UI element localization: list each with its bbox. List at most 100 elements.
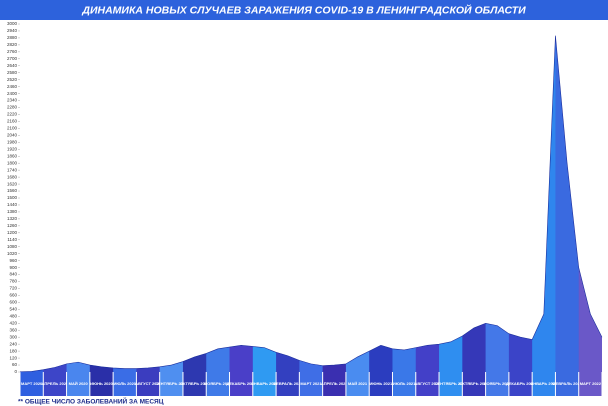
y-tick-label: 1320 bbox=[7, 216, 18, 221]
month-block bbox=[532, 372, 555, 396]
month-block bbox=[206, 372, 230, 396]
y-tick-label: 1980 bbox=[7, 140, 18, 145]
month-block bbox=[276, 372, 299, 396]
y-tick-label: 1740 bbox=[7, 167, 18, 172]
month-label: АВГУСТ 2020 bbox=[135, 381, 162, 386]
y-tick-label: 720 bbox=[9, 286, 17, 291]
y-tick-label: 60 bbox=[12, 362, 18, 367]
month-block bbox=[555, 372, 579, 396]
month-area bbox=[113, 35, 137, 372]
y-tick-label: 360 bbox=[9, 327, 17, 332]
month-block bbox=[299, 372, 323, 396]
y-tick-label: 660 bbox=[9, 293, 17, 298]
month-label: НОЯБРЬ 2021 bbox=[484, 381, 512, 386]
month-block bbox=[486, 372, 509, 396]
y-tick-label: 2400 bbox=[7, 91, 18, 96]
month-area bbox=[20, 35, 44, 372]
y-tick-label: 1440 bbox=[7, 202, 18, 207]
y-tick-label: 1380 bbox=[7, 209, 18, 214]
area-line bbox=[19, 35, 603, 373]
month-area bbox=[485, 35, 510, 372]
chart-title: ДИНАМИКА НОВЫХ СЛУЧАЕВ ЗАРАЖЕНИЯ COVID-1… bbox=[81, 3, 526, 16]
y-tick-label: 3000 bbox=[7, 21, 18, 26]
y-tick-label: 1500 bbox=[7, 195, 18, 200]
month-label: СЕНТЯБРЬ 2020 bbox=[155, 381, 188, 386]
y-tick-label: 1260 bbox=[7, 223, 18, 228]
month-label: МАРТ 2022 bbox=[580, 381, 602, 386]
y-tick-label: 540 bbox=[9, 307, 17, 312]
y-tick-label: 2520 bbox=[7, 77, 18, 82]
month-label: ИЮНЬ 2020 bbox=[90, 381, 114, 386]
month-label: ИЮЛЬ 2020 bbox=[113, 381, 136, 386]
month-label: МАРТ 2020 bbox=[21, 381, 43, 386]
month-area bbox=[89, 35, 114, 372]
y-tick-label: 2040 bbox=[7, 133, 18, 138]
y-tick-label: 1140 bbox=[7, 237, 17, 242]
y-tick-label: 1860 bbox=[7, 153, 18, 158]
month-area bbox=[439, 35, 463, 372]
month-block bbox=[230, 372, 253, 396]
y-tick-label: 960 bbox=[9, 258, 17, 263]
month-area bbox=[299, 35, 324, 372]
month-label: ДЕКАБРЬ 2020 bbox=[227, 381, 257, 386]
y-tick-label: 2880 bbox=[7, 35, 18, 40]
month-block bbox=[20, 372, 43, 396]
y-tick-label: 2340 bbox=[7, 98, 18, 103]
month-block bbox=[369, 372, 392, 396]
y-tick-label: 2700 bbox=[7, 56, 18, 61]
month-area bbox=[182, 35, 207, 372]
y-tick-label: 1080 bbox=[7, 244, 18, 249]
y-tick-label: 2280 bbox=[7, 105, 18, 110]
month-block bbox=[113, 372, 136, 396]
month-area bbox=[532, 35, 556, 372]
y-tick-label: 600 bbox=[9, 300, 17, 305]
month-block bbox=[439, 372, 462, 396]
month-block bbox=[43, 372, 67, 396]
y-tick-label: 2760 bbox=[7, 49, 18, 54]
footnote: ** ОБЩЕЕ ЧИСЛО ЗАБОЛЕВАНИЙ ЗА МЕСЯЦ bbox=[18, 397, 164, 406]
month-block bbox=[67, 372, 90, 396]
y-tick-label: 2100 bbox=[7, 126, 18, 131]
month-block bbox=[346, 372, 369, 396]
y-tick-label: 1920 bbox=[7, 146, 18, 151]
month-area bbox=[43, 35, 68, 372]
month-label: НОЯБРЬ 2020 bbox=[204, 381, 232, 386]
month-area bbox=[322, 35, 347, 372]
month-label: АПРЕЛЬ 2021 bbox=[321, 381, 349, 386]
y-tick-label: 240 bbox=[9, 341, 17, 346]
month-block bbox=[136, 372, 160, 396]
y-tick-label: 1620 bbox=[7, 181, 18, 186]
month-area bbox=[159, 35, 184, 372]
month-area bbox=[206, 35, 231, 372]
month-block bbox=[509, 372, 532, 396]
y-tick-label: 1200 bbox=[7, 230, 18, 235]
month-block bbox=[416, 372, 439, 396]
y-tick-label: 2640 bbox=[7, 63, 18, 68]
month-label: МАЙ 2020 bbox=[69, 381, 89, 386]
month-label: ЯНВАРЬ 2022 bbox=[530, 381, 558, 386]
y-tick-label: 780 bbox=[9, 279, 17, 284]
month-area bbox=[392, 35, 417, 372]
month-block bbox=[323, 372, 346, 396]
y-tick-label: 300 bbox=[9, 334, 17, 339]
y-tick-label: 840 bbox=[9, 272, 17, 277]
y-tick-label: 2940 bbox=[7, 28, 18, 33]
month-block bbox=[160, 372, 183, 396]
y-tick-label: 120 bbox=[9, 355, 17, 360]
month-area bbox=[369, 35, 393, 372]
month-area bbox=[462, 35, 487, 372]
month-label: ДЕКАБРЬ 2021 bbox=[506, 381, 536, 386]
y-tick-label: 480 bbox=[9, 314, 17, 319]
month-label: МАЙ 2021 bbox=[348, 381, 368, 386]
month-area bbox=[415, 35, 440, 372]
y-tick-label: 2220 bbox=[7, 112, 18, 117]
month-block bbox=[392, 372, 416, 396]
month-label: ИЮЛЬ 2021 bbox=[393, 381, 416, 386]
month-label: АВГУСТ 2021 bbox=[415, 381, 442, 386]
y-tick-label: 180 bbox=[9, 348, 17, 353]
title-banner bbox=[0, 0, 608, 20]
month-area bbox=[66, 35, 91, 372]
y-tick-label: 1020 bbox=[7, 251, 18, 256]
